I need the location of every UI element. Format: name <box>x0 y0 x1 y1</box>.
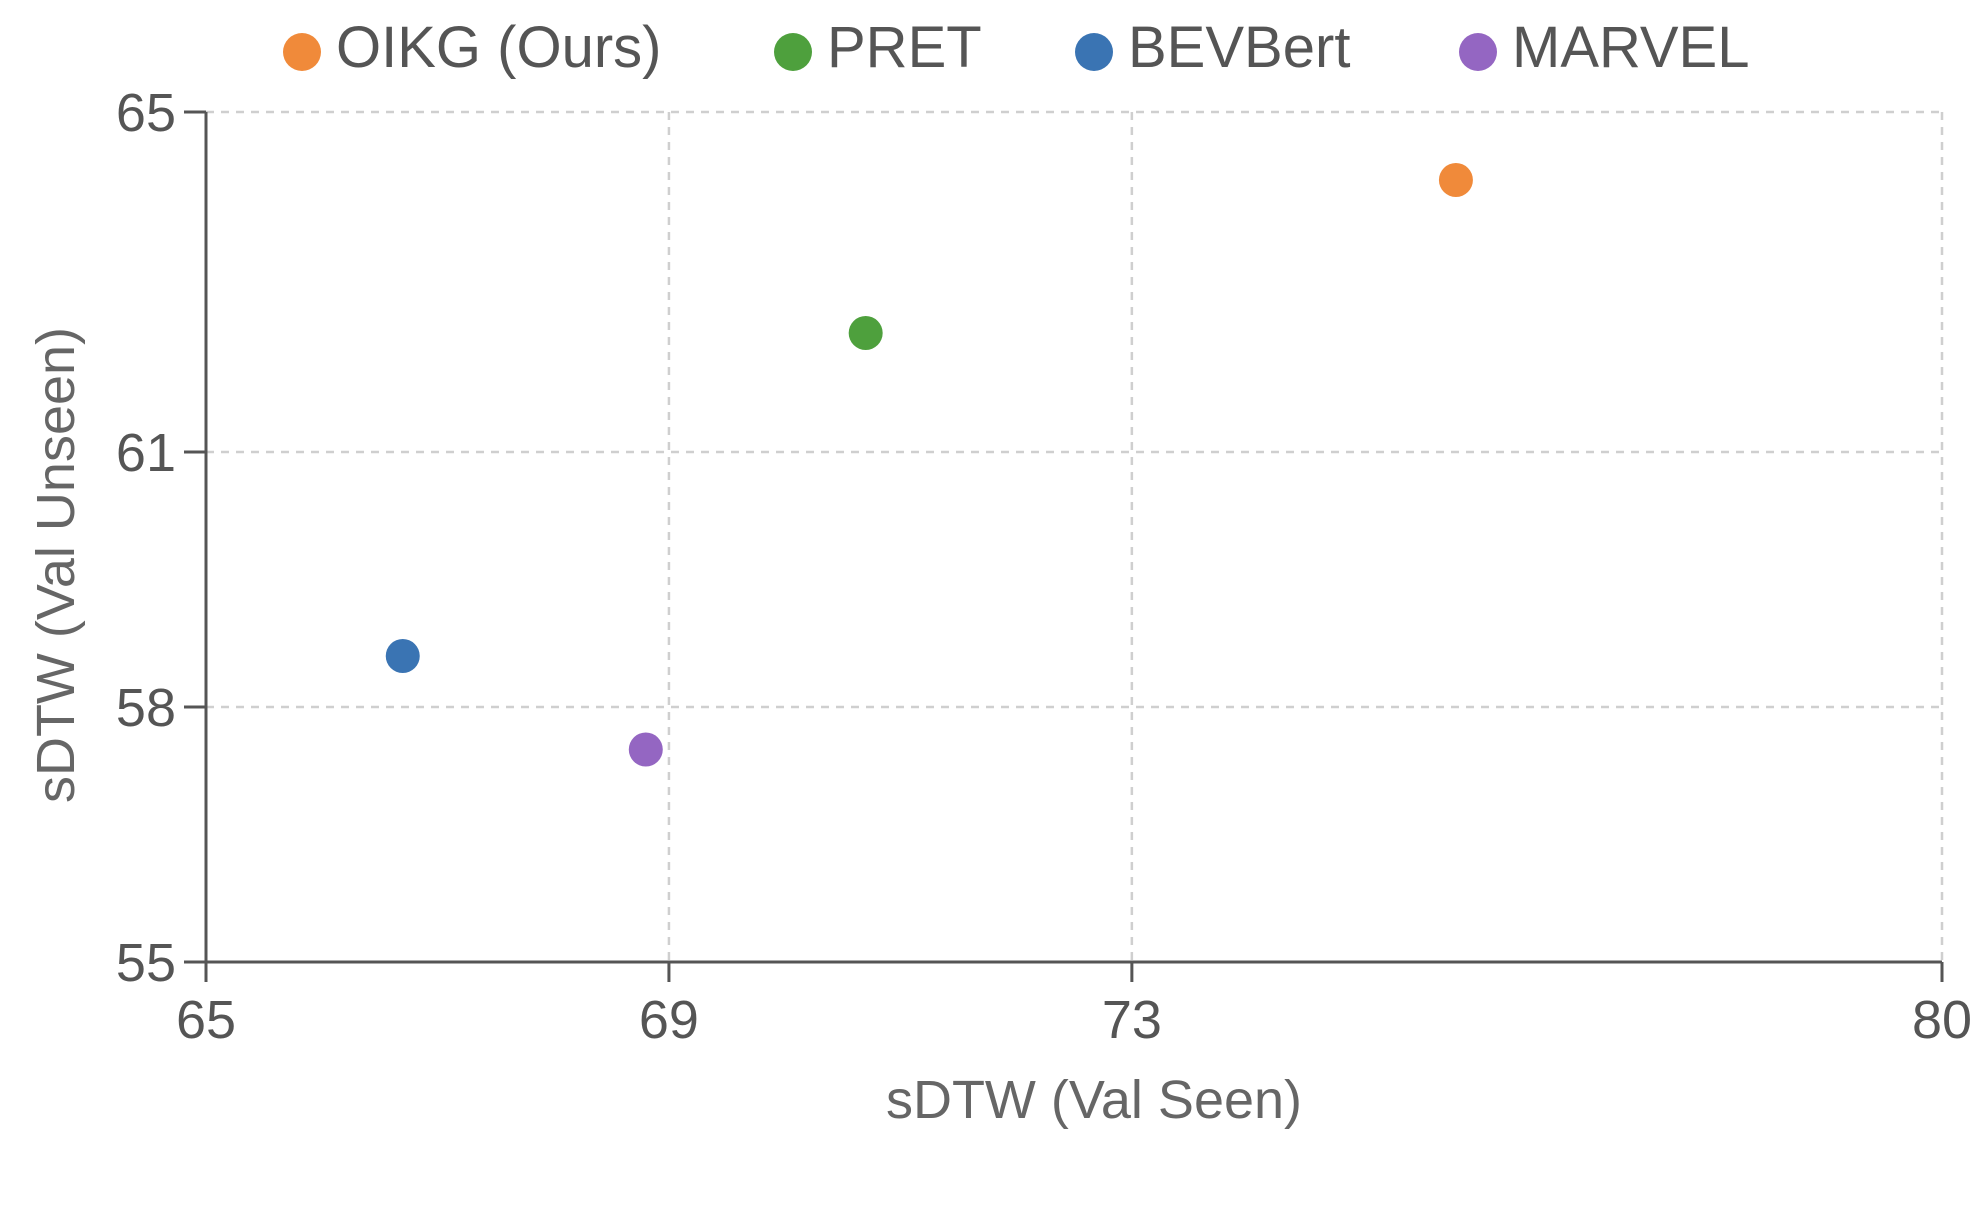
x-tick-label: 73 <box>1102 990 1162 1050</box>
x-ticks: 65 69 73 80 <box>176 962 1972 1050</box>
data-point-pret <box>848 316 883 350</box>
legend-label: OIKG (Ours) <box>336 15 661 80</box>
x-tick-label: 69 <box>639 990 699 1050</box>
y-axis-title: sDTW (Val Unseen) <box>26 327 86 803</box>
legend-swatch <box>283 33 321 71</box>
y-tick-label: 58 <box>116 678 176 738</box>
y-tick-label: 55 <box>116 933 176 993</box>
legend: OIKG (Ours) PRET BEVBert MARVEL <box>283 15 1749 80</box>
axes <box>204 112 1942 964</box>
x-tick-label: 65 <box>176 990 236 1050</box>
data-point-oikg-ours <box>1438 163 1473 197</box>
y-ticks: 55 58 61 65 <box>116 83 206 993</box>
data-points <box>385 163 1473 767</box>
legend-label: BEVBert <box>1128 15 1350 80</box>
y-tick-label: 61 <box>116 423 176 483</box>
grid <box>206 110 1944 962</box>
data-point-bevbert <box>385 639 420 673</box>
legend-swatch <box>774 33 812 71</box>
x-axis-title: sDTW (Val Seen) <box>886 1070 1302 1130</box>
legend-label: PRET <box>827 15 982 80</box>
legend-item: MARVEL <box>1459 15 1749 80</box>
legend-swatch <box>1459 33 1497 71</box>
legend-label: MARVEL <box>1512 15 1749 80</box>
y-tick-label: 65 <box>116 83 176 143</box>
data-point-marvel <box>628 732 663 767</box>
legend-item: OIKG (Ours) <box>283 15 661 80</box>
legend-swatch <box>1075 33 1113 71</box>
legend-item: PRET <box>774 15 982 80</box>
x-tick-label: 80 <box>1912 990 1972 1050</box>
legend-item: BEVBert <box>1075 15 1350 80</box>
